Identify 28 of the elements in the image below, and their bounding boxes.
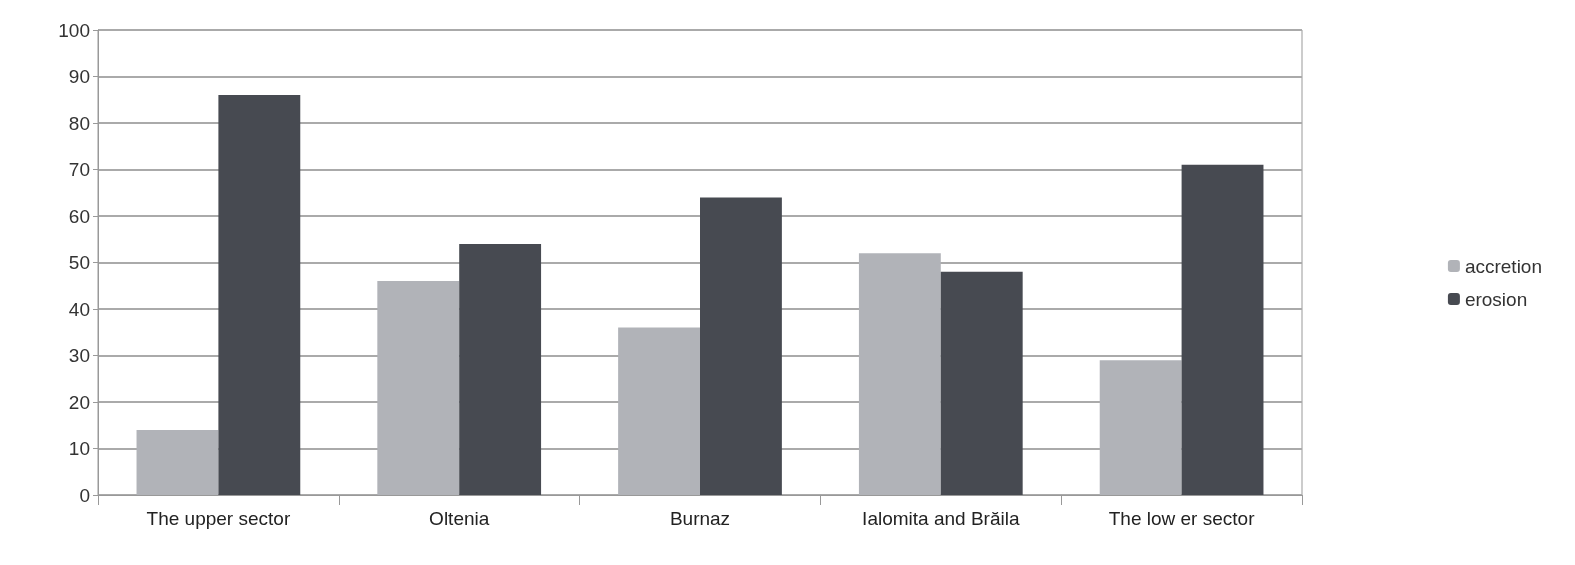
y-tick-label: 40 (68, 298, 90, 320)
bar (459, 243, 542, 495)
x-tick-label: The low er sector (1108, 508, 1256, 529)
y-tick-label: 20 (68, 391, 90, 413)
x-tick-label: Oltenia (429, 508, 490, 529)
legend-label: erosion (1464, 288, 1528, 310)
bar (136, 429, 219, 495)
y-tick-label: 60 (68, 205, 90, 227)
x-tick-label: Burnaz (669, 508, 731, 529)
bar (218, 95, 301, 495)
y-tick-label: 100 (58, 19, 90, 41)
y-tick-label: 0 (79, 484, 90, 506)
y-tick-label: 90 (68, 66, 90, 87)
y-tick-label: 80 (68, 112, 90, 134)
x-tick-label: The upper sector (146, 508, 291, 529)
bar (1099, 360, 1182, 495)
bar (940, 271, 1023, 495)
bar (618, 327, 700, 495)
x-tick-label: Ialomita and Brăila (862, 508, 1020, 529)
bar (700, 197, 782, 495)
legend-label: accretion (1464, 255, 1543, 277)
y-tick-label: 50 (68, 252, 90, 273)
bar (858, 253, 941, 495)
bar (1181, 164, 1264, 495)
bar (377, 281, 460, 495)
y-tick-label: 70 (68, 159, 90, 180)
y-tick-label: 10 (68, 438, 90, 459)
y-tick-label: 30 (68, 345, 90, 366)
